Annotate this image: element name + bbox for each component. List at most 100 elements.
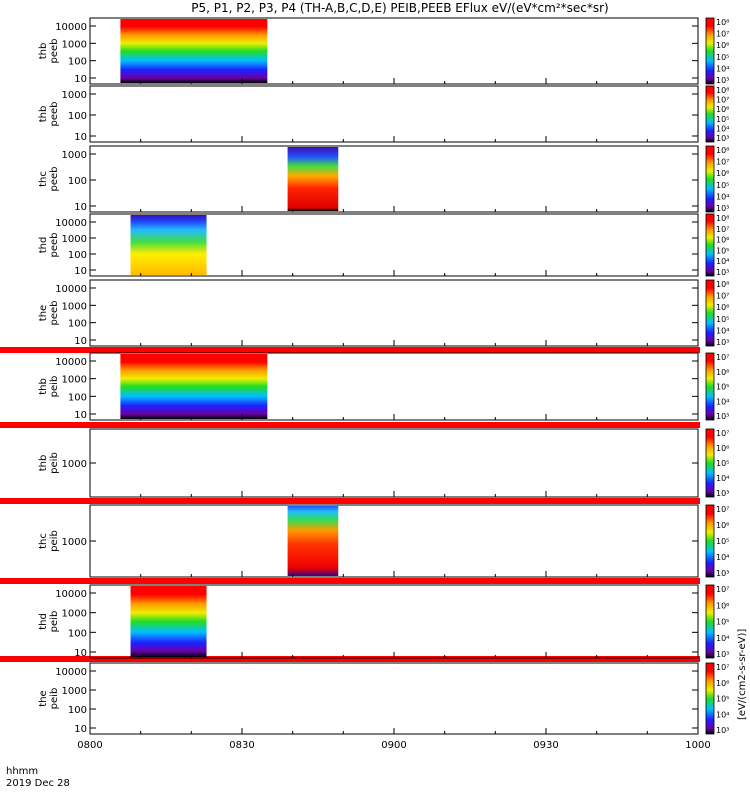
panel-6-colorbar-tick-4: 10⁷ — [716, 429, 729, 438]
panel-5-ylabel-probe: thb — [38, 378, 49, 395]
panel-5-colorbar-tick-0: 10³ — [716, 412, 729, 421]
panel-7-colorbar-tick-3: 10⁶ — [716, 521, 729, 530]
panel-2-ylabel-product: peeb — [49, 167, 60, 192]
panel-3-spectrogram — [130, 215, 207, 275]
panel-0-ytick-label-0: 10 — [74, 74, 87, 85]
panel-6-colorbar-tick-3: 10⁶ — [716, 444, 729, 453]
panel-6-colorbar-tick-2: 10⁵ — [716, 459, 729, 468]
panel-0-colorbar-tick-3: 10⁶ — [716, 41, 729, 50]
panel-2-colorbar — [705, 145, 715, 213]
panel-1-colorbar-tick-5: 10⁸ — [716, 86, 729, 95]
panel-9-frame — [89, 662, 699, 735]
panel-7-ytick-label-0: 1000 — [62, 537, 87, 548]
panel-8-ylabel-product: peib — [49, 611, 60, 633]
panel-8-ytick-label-1: 100 — [68, 628, 87, 639]
panel-8-colorbar-tick-3: 10⁶ — [716, 601, 729, 610]
panel-8-colorbar-tick-4: 10⁷ — [716, 585, 729, 594]
panel-5-colorbar-tick-4: 10⁷ — [716, 353, 729, 362]
panel-5-ytick-label-3: 10000 — [55, 357, 87, 368]
panel-9-ylabel-probe: the — [38, 690, 49, 706]
panel-2-ytick-label-0: 10 — [74, 202, 87, 213]
panel-0-ytick-label-1: 100 — [68, 57, 87, 68]
chart-title: P5, P1, P2, P3, P4 (TH-A,B,C,D,E) PEIB,P… — [191, 1, 608, 15]
panel-7-colorbar-tick-1: 10⁴ — [716, 553, 729, 562]
panel-5-colorbar-tick-1: 10⁴ — [716, 397, 729, 406]
xtick-label-2: 0900 — [381, 740, 406, 751]
panel-7-ylabel-probe: thc — [38, 533, 49, 549]
panel-8-ytick-label-2: 1000 — [62, 609, 87, 620]
panel-0-colorbar — [705, 17, 715, 85]
panel-9-colorbar-tick-3: 10⁶ — [716, 679, 729, 688]
panel-9-ytick-label-1: 100 — [68, 705, 87, 716]
panel-7-colorbar-tick-0: 10³ — [716, 569, 729, 578]
panel-5-ytick-label-1: 100 — [68, 392, 87, 403]
panel-0-colorbar-tick-4: 10⁷ — [716, 30, 729, 39]
panel-2-ytick-label-2: 1000 — [62, 150, 87, 161]
xtick-label-1: 0830 — [229, 740, 254, 751]
panel-8-ytick-label-0: 10 — [74, 648, 87, 659]
panel-0-colorbar-tick-0: 10³ — [716, 76, 729, 85]
panel-4-ytick-label-2: 1000 — [62, 301, 87, 312]
panel-7-colorbar — [705, 504, 715, 578]
panel-2-colorbar-tick-0: 10³ — [716, 204, 729, 213]
panel-2-colorbar-tick-3: 10⁶ — [716, 169, 729, 178]
red-strip-4 — [0, 656, 700, 662]
panel-1-colorbar-tick-2: 10⁵ — [716, 115, 729, 124]
panel-3-colorbar-tick-5: 10⁸ — [716, 214, 729, 223]
panel-4-ytick-label-3: 10000 — [55, 284, 87, 295]
panel-3-colorbar-tick-2: 10⁵ — [716, 246, 729, 255]
panel-9-ylabel-product: peib — [49, 688, 60, 710]
panel-3-colorbar-tick-4: 10⁷ — [716, 225, 729, 234]
panel-9-ytick-label-2: 1000 — [62, 686, 87, 697]
panel-1-ytick-label-0: 10 — [74, 132, 87, 143]
panel-4-ytick-label-1: 100 — [68, 319, 87, 330]
panel-2-colorbar-tick-4: 10⁷ — [716, 158, 729, 167]
panel-6-colorbar — [705, 428, 715, 498]
panel-3-ylabel-probe: thd — [38, 237, 49, 254]
panel-4-ylabel-product: peeb — [49, 301, 60, 326]
panel-9-colorbar — [705, 662, 715, 735]
panel-3-ytick-label-0: 10 — [74, 266, 87, 277]
panel-4-ytick-label-0: 10 — [74, 336, 87, 347]
panel-9-colorbar-tick-2: 10⁵ — [716, 695, 729, 704]
panel-6-ytick-label-0: 1000 — [62, 459, 87, 470]
panel-2-ylabel-probe: thc — [38, 171, 49, 187]
panel-4-colorbar-tick-2: 10⁵ — [716, 315, 729, 324]
red-strip-1 — [0, 422, 700, 428]
panel-5-ytick-label-2: 1000 — [62, 375, 87, 386]
panel-4-colorbar-tick-5: 10⁸ — [716, 280, 729, 289]
panel-9-colorbar-tick-1: 10⁴ — [716, 710, 729, 719]
red-strip-3 — [0, 578, 700, 584]
panel-0-ytick-label-3: 10000 — [55, 22, 87, 33]
panel-0-colorbar-tick-5: 10⁸ — [716, 18, 729, 27]
panel-3-ylabel-product: peeb — [49, 233, 60, 258]
panel-6-ylabel-probe: thb — [38, 455, 49, 472]
panel-8-colorbar-tick-1: 10⁴ — [716, 634, 729, 643]
panel-8-ylabel-probe: thd — [38, 613, 49, 630]
panel-8-colorbar — [705, 584, 715, 659]
panel-7-colorbar-tick-4: 10⁷ — [716, 505, 729, 514]
panel-5-colorbar-tick-2: 10⁵ — [716, 383, 729, 392]
panel-5-ylabel-product: peib — [49, 376, 60, 398]
panel-1-ylabel-product: peeb — [49, 102, 60, 127]
panel-4-colorbar-tick-4: 10⁷ — [716, 292, 729, 301]
panel-8-spectrogram — [130, 586, 207, 657]
panel-1-colorbar-tick-0: 10³ — [716, 134, 729, 143]
panel-1-colorbar-tick-4: 10⁷ — [716, 96, 729, 105]
panel-4-colorbar — [705, 279, 715, 347]
panel-4-frame — [89, 279, 699, 347]
panel-5-colorbar-tick-3: 10⁶ — [716, 368, 729, 377]
panel-4-ylabel-probe: the — [38, 305, 49, 321]
panel-3-colorbar-tick-0: 10³ — [716, 268, 729, 277]
xtick-label-0: 0800 — [77, 740, 102, 751]
panel-0-ytick-label-2: 1000 — [62, 39, 87, 50]
colorbar-label: [eV/(cm2-s-sr-eV)] — [737, 629, 748, 720]
panel-0-spectrogram — [120, 19, 268, 83]
panel-2-colorbar-tick-5: 10⁸ — [716, 146, 729, 155]
panel-3-colorbar — [705, 213, 715, 277]
panel-3-colorbar-tick-3: 10⁶ — [716, 236, 729, 245]
panel-1-colorbar — [705, 85, 715, 143]
panel-2-ytick-label-1: 100 — [68, 176, 87, 187]
footer-date: 2019 Dec 28 — [6, 778, 70, 789]
